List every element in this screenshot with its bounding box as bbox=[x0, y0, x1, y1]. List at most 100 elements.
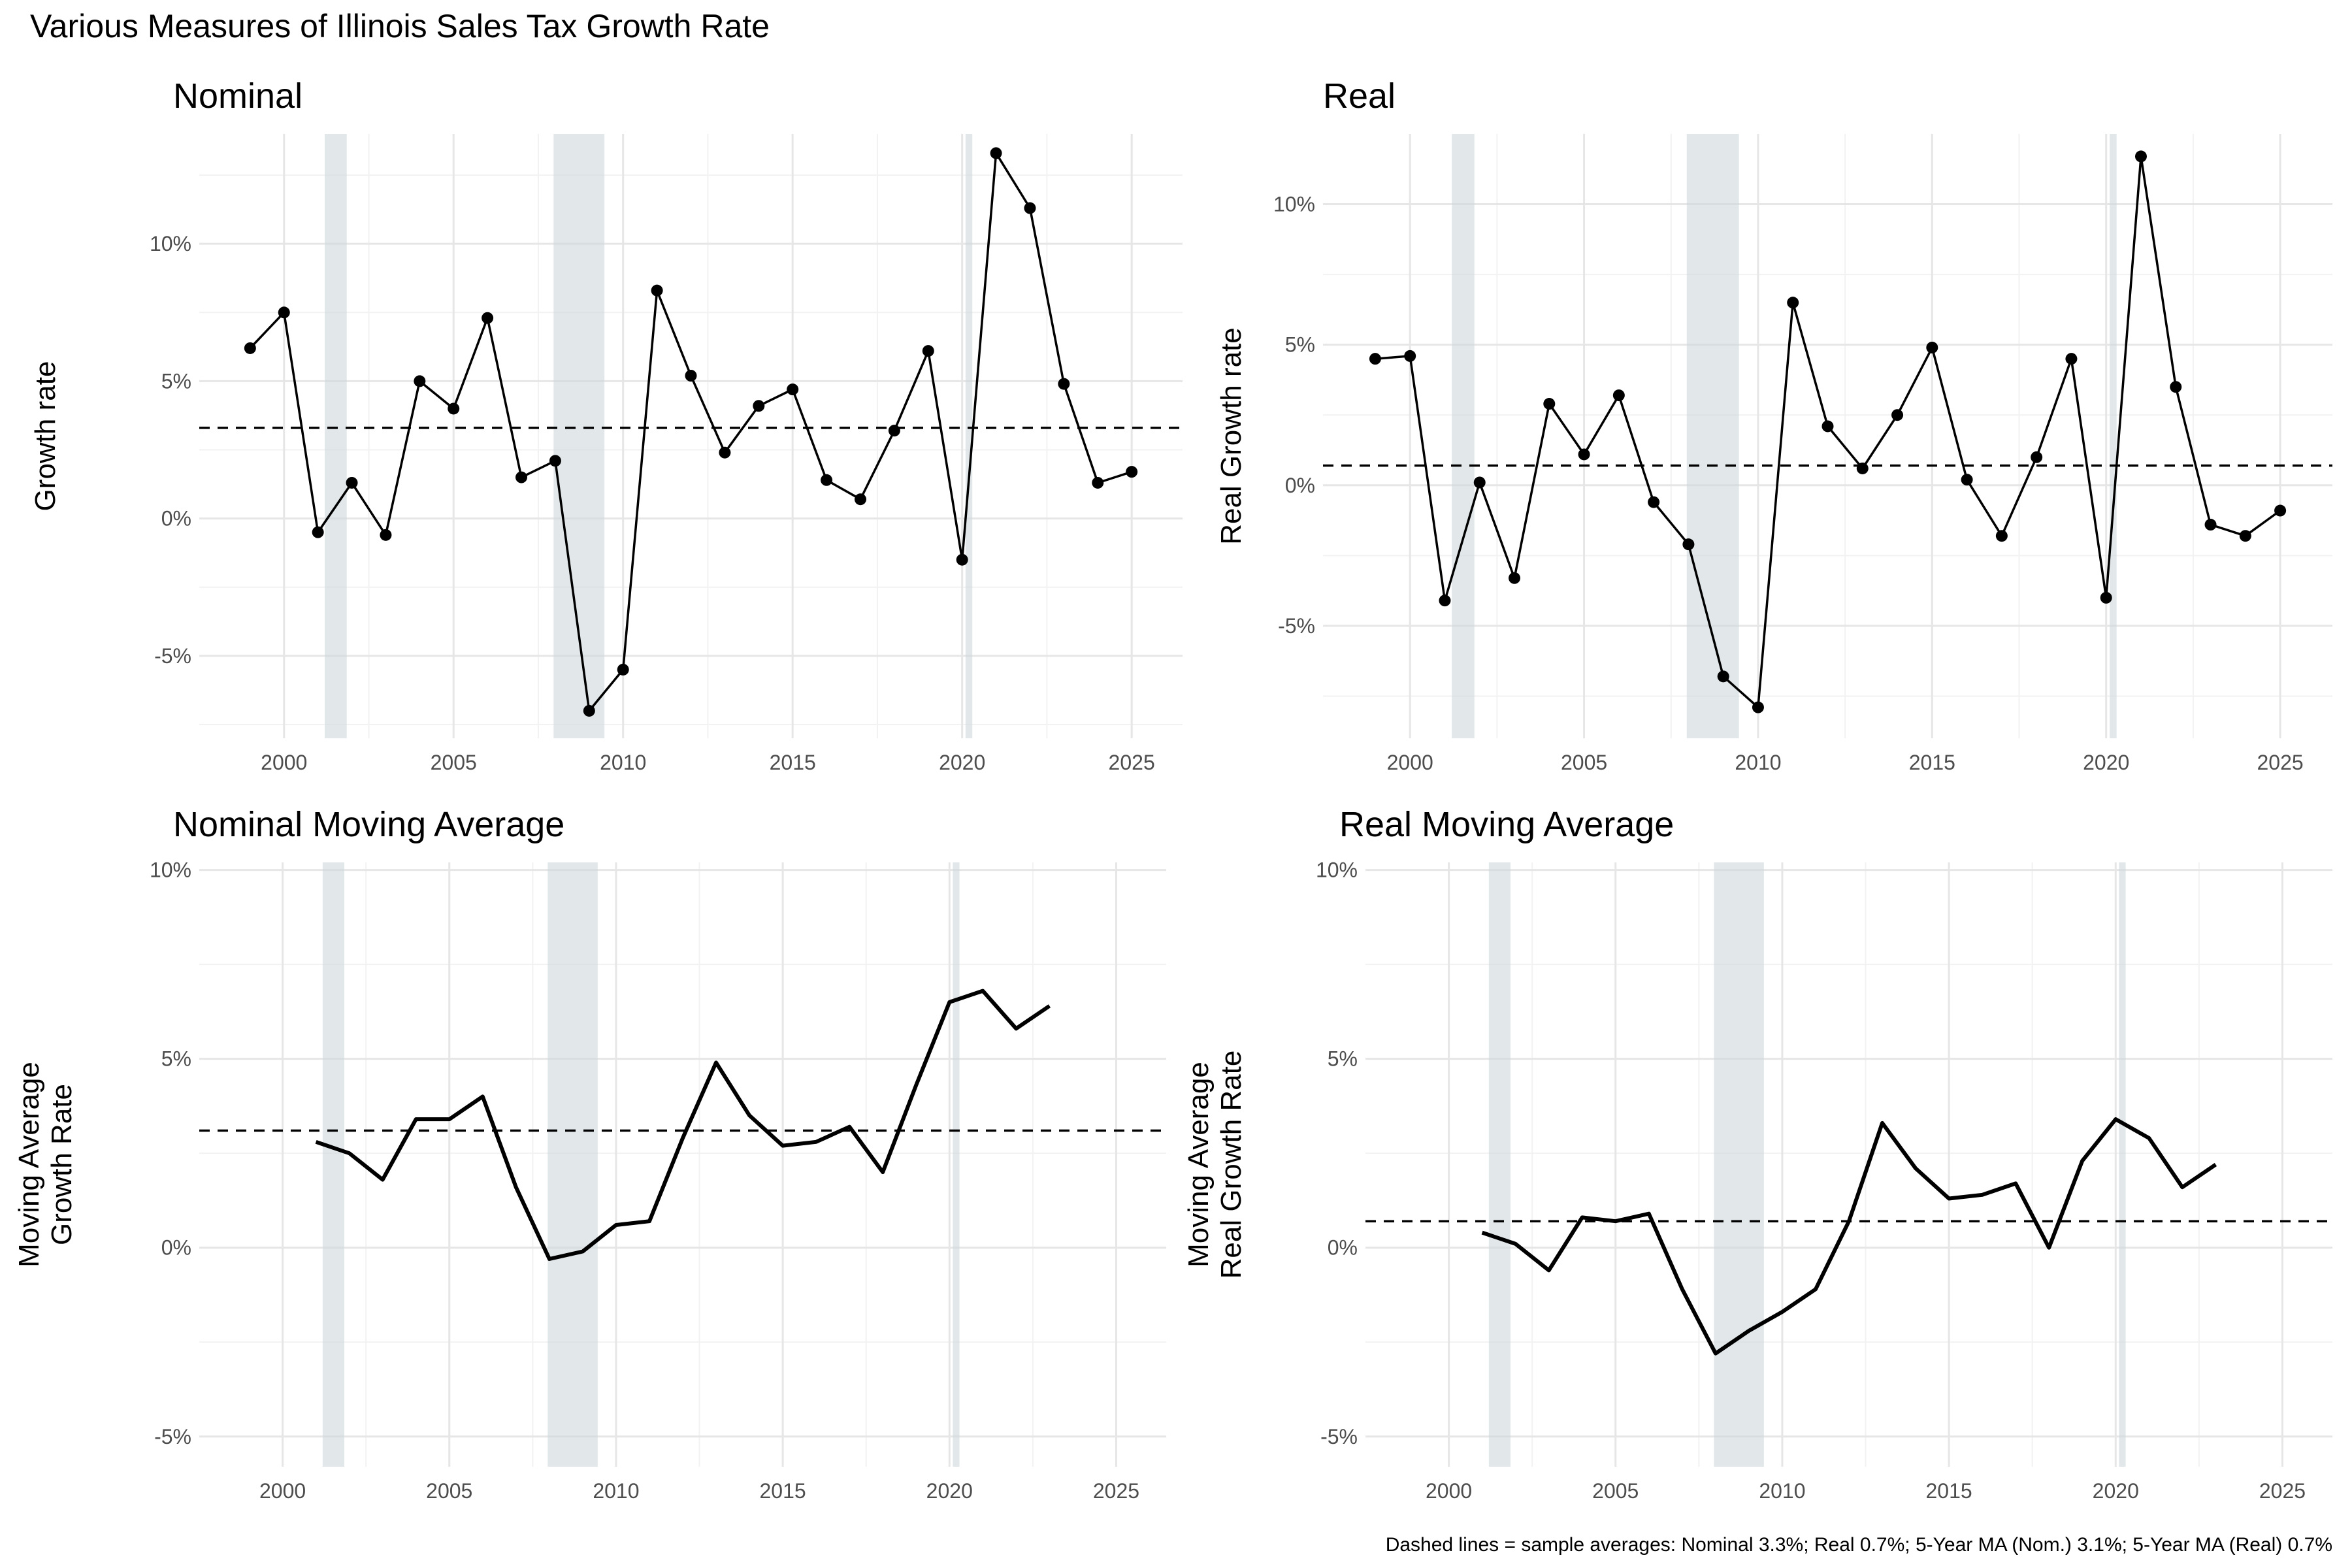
data-point bbox=[1578, 448, 1590, 461]
x-tick-label: 2025 bbox=[1093, 1479, 1139, 1503]
x-tick-label: 2010 bbox=[593, 1479, 639, 1503]
data-point bbox=[1024, 202, 1036, 214]
y-axis-title: Moving AverageReal Growth Rate bbox=[1183, 1051, 1247, 1279]
x-tick-label: 2020 bbox=[2083, 751, 2129, 774]
data-point bbox=[821, 474, 833, 486]
data-point bbox=[1648, 496, 1660, 508]
y-tick-label: -5% bbox=[1320, 1425, 1358, 1448]
y-tick-label: 0% bbox=[161, 1236, 191, 1260]
y-axis-title: Real Growth rate bbox=[1215, 327, 1247, 545]
data-point bbox=[2204, 519, 2217, 531]
recession-shade bbox=[325, 134, 347, 738]
x-tick-label: 2010 bbox=[1759, 1479, 1805, 1503]
data-point bbox=[1682, 538, 1695, 551]
data-point bbox=[482, 312, 494, 324]
data-point bbox=[787, 384, 799, 396]
y-axis-title-line: Growth Rate bbox=[46, 1084, 78, 1245]
recession-shade bbox=[553, 134, 605, 738]
data-point bbox=[1856, 462, 1869, 474]
x-tick-label: 2020 bbox=[2093, 1479, 2139, 1503]
data-point bbox=[1961, 474, 1973, 486]
panel-title: Real bbox=[1323, 76, 1396, 116]
panel-title: Nominal Moving Average bbox=[173, 805, 564, 844]
x-tick-label: 2015 bbox=[760, 1479, 806, 1503]
x-tick-label: 2020 bbox=[926, 1479, 973, 1503]
y-axis-title-line: Real Growth rate bbox=[1215, 327, 1247, 545]
x-tick-label: 2000 bbox=[1426, 1479, 1472, 1503]
recession-shade bbox=[322, 862, 344, 1467]
panel-title: Real Moving Average bbox=[1339, 805, 1674, 844]
data-point bbox=[651, 284, 663, 297]
y-tick-label: -5% bbox=[1278, 614, 1315, 638]
y-tick-label: 10% bbox=[150, 232, 191, 255]
data-point bbox=[312, 526, 324, 538]
data-point bbox=[888, 425, 900, 437]
x-tick-label: 2025 bbox=[1109, 751, 1155, 774]
data-point bbox=[448, 402, 460, 415]
recession-shade bbox=[547, 862, 598, 1467]
data-point bbox=[515, 471, 528, 483]
y-tick-label: 5% bbox=[161, 369, 191, 393]
x-tick-label: 2005 bbox=[1561, 751, 1607, 774]
y-axis-title: Moving AverageGrowth Rate bbox=[13, 1062, 78, 1267]
x-tick-label: 2005 bbox=[431, 751, 477, 774]
recession-shade bbox=[953, 862, 960, 1467]
data-point bbox=[414, 375, 426, 387]
y-axis-title-line: Growth rate bbox=[29, 361, 61, 512]
panel-real: 2000 2005 2010 2015 2020 2025 -5% 0% 5% 10% Real Re… bbox=[1215, 76, 2332, 774]
data-point bbox=[990, 147, 1002, 159]
series-line bbox=[249, 152, 1132, 712]
y-tick-label: 10% bbox=[1316, 858, 1358, 882]
x-tick-label: 2010 bbox=[1735, 751, 1781, 774]
data-point bbox=[2065, 353, 2078, 365]
figure-title: Various Measures of Illinois Sales Tax G… bbox=[30, 8, 770, 44]
data-point bbox=[1543, 398, 1556, 410]
data-point bbox=[583, 704, 595, 717]
y-tick-label: 0% bbox=[161, 507, 191, 531]
data-point bbox=[380, 529, 392, 541]
y-axis-title-line: Moving Average bbox=[1183, 1062, 1215, 1267]
panel-nominal-ma: 2000 2005 2010 2015 2020 2025 -5% 0% 5% 10% Nomina… bbox=[13, 805, 1166, 1503]
x-tick-label: 2015 bbox=[1926, 1479, 1972, 1503]
y-tick-label: -5% bbox=[154, 644, 191, 668]
recession-shade bbox=[1488, 862, 1511, 1467]
data-point bbox=[1752, 701, 1764, 713]
data-point bbox=[1891, 409, 1904, 421]
figure-caption: Dashed lines = sample averages: Nominal … bbox=[1385, 1534, 2332, 1556]
y-axis-title-line: Moving Average bbox=[13, 1062, 45, 1267]
data-point bbox=[1092, 476, 1104, 489]
y-tick-label: -5% bbox=[154, 1425, 191, 1448]
panel-nominal: 2000 2005 2010 2015 2020 2025 -5% 0% 5% 10% Nomina… bbox=[29, 76, 1183, 774]
data-point bbox=[1787, 297, 1799, 309]
recession-shade bbox=[2119, 862, 2126, 1467]
y-tick-label: 0% bbox=[1285, 474, 1315, 497]
panel-real-ma: 2000 2005 2010 2015 2020 2025 -5% 0% 5% 10% Real M… bbox=[1183, 805, 2332, 1503]
recession-shade bbox=[1686, 134, 1739, 738]
data-point bbox=[1369, 353, 1381, 365]
x-tick-label: 2000 bbox=[259, 1479, 306, 1503]
data-point bbox=[244, 342, 256, 354]
data-point bbox=[617, 663, 629, 676]
recession-shade bbox=[2110, 134, 2117, 738]
x-tick-label: 2015 bbox=[770, 751, 816, 774]
data-point bbox=[753, 400, 765, 412]
y-axis-title-line: Real Growth Rate bbox=[1215, 1051, 1247, 1279]
x-tick-label: 2010 bbox=[600, 751, 646, 774]
y-tick-label: 5% bbox=[1328, 1047, 1358, 1071]
data-point bbox=[2134, 150, 2147, 163]
y-tick-label: 10% bbox=[1273, 193, 1315, 216]
data-point bbox=[2100, 591, 2112, 604]
x-tick-label: 2020 bbox=[939, 751, 985, 774]
data-point bbox=[956, 553, 968, 566]
data-point bbox=[278, 306, 290, 319]
series-line bbox=[1481, 1117, 2217, 1356]
data-point bbox=[1612, 389, 1625, 402]
x-tick-label: 2025 bbox=[2257, 751, 2303, 774]
data-point bbox=[1509, 572, 1521, 584]
x-tick-label: 2005 bbox=[426, 1479, 472, 1503]
data-point bbox=[719, 446, 731, 459]
x-tick-label: 2005 bbox=[1592, 1479, 1639, 1503]
y-axis-title: Growth rate bbox=[29, 361, 61, 512]
data-point bbox=[1126, 466, 1138, 478]
